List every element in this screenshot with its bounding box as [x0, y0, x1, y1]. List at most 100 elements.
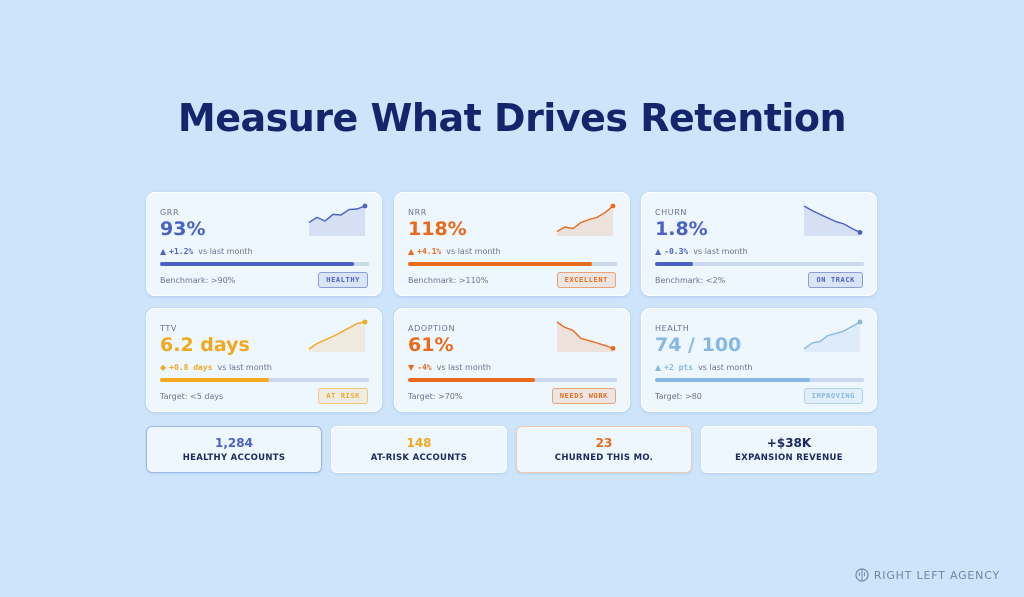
sparkline-end-dot	[610, 346, 616, 351]
status-badge: IMPROVING	[803, 388, 863, 404]
sparkline-line	[308, 321, 366, 350]
stat-churned-this-month: 23 CHURNED THIS MO.	[516, 426, 692, 473]
stat-value: 23	[595, 436, 613, 450]
trend-sparkline	[803, 319, 863, 352]
metric-value: 118%	[408, 218, 467, 240]
trend-arrow-icon: ▲	[655, 247, 662, 256]
delta-note: vs last month	[217, 363, 272, 372]
metric-card-grr: GRR 93% ▲ +1.2% vs last month Benchmark: >…	[146, 192, 382, 296]
page-title: Measure What Drives Retention	[177, 96, 847, 140]
trend-arrow-icon: ◆	[160, 363, 167, 372]
metric-card-nrr: NRR 118% ▲ +4.1% vs last month Benchmark: …	[394, 192, 630, 296]
benchmark-text: Benchmark: >90%	[160, 276, 236, 285]
metric-delta: ▼ -4% vs last month	[408, 363, 491, 372]
trend-sparkline	[308, 203, 368, 236]
sparkline-line	[803, 321, 861, 350]
delta-amount: -4%	[417, 363, 432, 372]
progress-bar	[408, 262, 617, 266]
stat-at-risk-accounts: 148 AT-RISK ACCOUNTS	[331, 426, 507, 473]
brand-name: RIGHT LEFT AGENCY	[873, 568, 1000, 582]
metric-card-adoption: ADOPTION 61% ▼ -4% vs last month Target: >…	[394, 308, 630, 412]
stat-value: +$38K	[766, 436, 812, 450]
sparkline-area	[557, 322, 613, 352]
sparkline-end-dot	[362, 319, 368, 325]
stat-label: EXPANSION REVENUE	[735, 453, 843, 463]
metric-label: TTV	[160, 324, 177, 333]
metric-delta: ▲ -0.3% vs last month	[655, 247, 748, 256]
trend-arrow-icon: ▲	[160, 247, 167, 256]
metric-delta: ◆ +0.8 days vs last month	[160, 363, 272, 372]
status-badge: NEEDS WORK	[551, 388, 616, 404]
progress-fill	[655, 262, 693, 266]
metric-card-churn: CHURN 1.8% ▲ -0.3% vs last month Benchmark…	[641, 192, 877, 296]
brand-logo: RIGHT LEFT AGENCY	[855, 568, 1000, 582]
delta-amount: +1.2%	[169, 247, 194, 256]
delta-amount: +2 pts	[664, 363, 694, 372]
trend-arrow-icon: ▲	[655, 363, 662, 372]
metric-delta: ▲ +4.1% vs last month	[408, 247, 501, 256]
stat-label: HEALTHY ACCOUNTS	[182, 453, 286, 463]
progress-fill	[655, 378, 810, 382]
progress-fill	[408, 378, 536, 382]
metric-value: 61%	[408, 334, 454, 356]
sparkline-line	[803, 205, 861, 234]
sparkline-end-dot	[610, 203, 616, 209]
metric-value: 1.8%	[655, 218, 708, 240]
delta-amount: +4.1%	[417, 247, 442, 256]
metric-value: 6.2 days	[160, 334, 250, 356]
trend-sparkline	[308, 319, 368, 352]
delta-note: vs last month	[698, 363, 753, 372]
metric-value: 93%	[160, 218, 206, 240]
target-text: Target: <5 days	[160, 392, 224, 401]
stat-label: AT-RISK ACCOUNTS	[370, 453, 468, 463]
delta-note: vs last month	[436, 363, 491, 372]
benchmark-text: Benchmark: >110%	[408, 276, 489, 285]
metric-label: NRR	[408, 208, 427, 217]
sparkline-area	[309, 322, 365, 352]
metric-label: HEALTH	[655, 324, 690, 333]
trend-sparkline	[803, 205, 863, 236]
sparkline-end-dot	[857, 230, 863, 235]
progress-bar	[160, 262, 369, 266]
delta-note: vs last month	[693, 247, 748, 256]
benchmark-text: Benchmark: <2%	[655, 276, 726, 285]
stat-healthy-accounts: 1,284 HEALTHY ACCOUNTS	[146, 426, 322, 473]
progress-bar	[408, 378, 617, 382]
metric-delta: ▲ +2 pts vs last month	[655, 363, 752, 372]
status-badge: EXCELLENT	[556, 272, 616, 288]
trend-arrow-icon: ▲	[408, 247, 415, 256]
sparkline-area	[309, 206, 365, 236]
metric-card-ttv: TTV 6.2 days ◆ +0.8 days vs last month Tar…	[146, 308, 382, 412]
stat-label: CHURNED THIS MO.	[554, 453, 654, 463]
trend-sparkline	[556, 321, 616, 352]
status-badge: AT RISK	[318, 388, 368, 404]
sparkline-line	[308, 205, 366, 224]
status-badge: ON TRACK	[808, 272, 863, 288]
brain-icon	[855, 568, 869, 582]
target-text: Target: >70%	[408, 392, 463, 401]
progress-fill	[160, 262, 355, 266]
progress-bar	[160, 378, 369, 382]
metric-delta: ▲ +1.2% vs last month	[160, 247, 253, 256]
target-text: Target: >80	[655, 392, 702, 401]
metric-label: ADOPTION	[408, 324, 456, 333]
metric-value: 74 / 100	[655, 334, 742, 356]
sparkline-line	[556, 321, 614, 350]
stat-expansion-revenue: +$38K EXPANSION REVENUE	[701, 426, 877, 473]
sparkline-area	[804, 322, 860, 352]
sparkline-line	[556, 205, 614, 233]
trend-arrow-icon: ▼	[408, 363, 415, 372]
progress-bar	[655, 262, 864, 266]
progress-bar	[655, 378, 864, 382]
metric-card-health: HEALTH 74 / 100 ▲ +2 pts vs last month Tar…	[641, 308, 877, 412]
delta-note: vs last month	[446, 247, 501, 256]
metric-label: GRR	[160, 208, 180, 217]
stat-value: 1,284	[215, 436, 253, 450]
delta-note: vs last month	[198, 247, 253, 256]
progress-fill	[408, 262, 592, 266]
delta-amount: +0.8 days	[169, 363, 213, 372]
metric-label: CHURN	[655, 208, 687, 217]
sparkline-end-dot	[362, 203, 368, 209]
trend-sparkline	[556, 203, 616, 236]
sparkline-end-dot	[857, 319, 863, 325]
